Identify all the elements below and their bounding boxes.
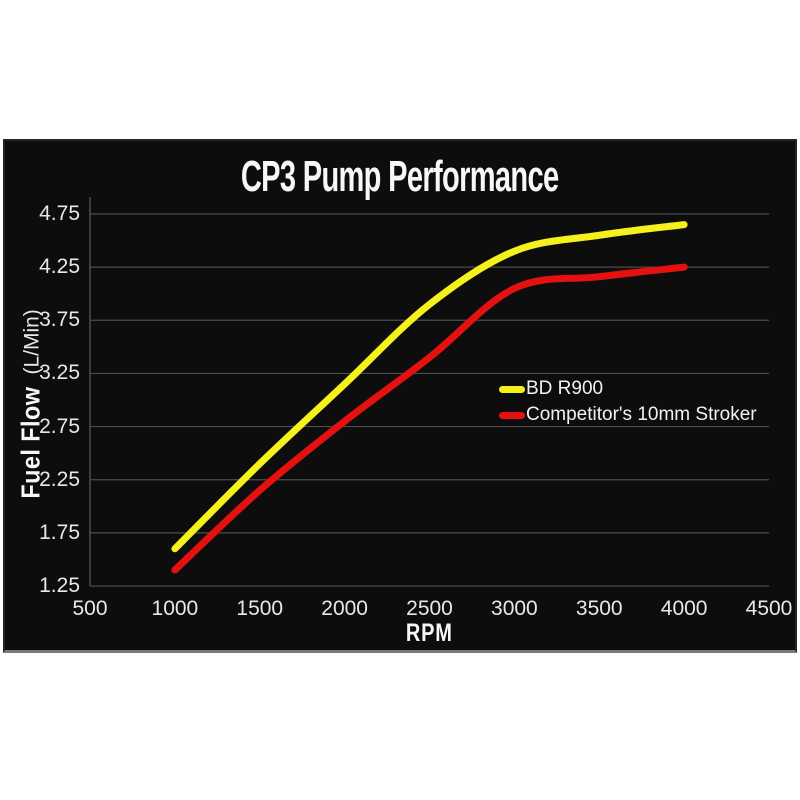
x-tick-label: 1500 [236,597,284,620]
y-tick-label: 1.75 [39,520,80,544]
y-tick-label: 2.75 [39,414,80,438]
y-tick-label: 3.25 [39,361,80,385]
x-tick-label: 4000 [660,597,708,620]
y-tick-label: 2.25 [39,467,80,491]
legend-label: Competitor's 10mm Stroker [526,404,757,425]
y-tick-label: 4.25 [39,255,80,279]
legend-item: BD R900 [499,376,757,402]
legend: BD R900 Competitor's 10mm Stroker [499,376,757,428]
x-axis-title: RPM [379,619,479,648]
chart-panel: CP3 Pump Performance 4.75 4.25 3.75 3.25 2.7… [3,139,797,653]
legend-label: BD R900 [526,378,604,399]
x-tick-label: 500 [72,597,108,620]
legend-item: Competitor's 10mm Stroker [499,402,757,428]
y-tick-label: 1.25 [39,574,80,597]
x-tick-label: 4500 [745,597,793,620]
y-axis-title: Fuel Flow (L/Min) [16,309,47,505]
x-tick-label: 3000 [491,597,538,620]
x-tick-label: 3500 [575,597,623,620]
y-axis-title-units: (L/Min) [20,309,44,375]
legend-swatch [499,411,525,419]
legend-swatch [499,385,525,393]
x-tick-label: 1000 [151,597,199,620]
x-axis-title-text: RPM [405,619,453,647]
plot-area [89,197,769,587]
series-line [171,221,688,553]
chart-title: CP3 Pump Performance [5,155,795,199]
x-tick-label: 2500 [406,597,453,620]
y-tick-label: 4.75 [39,202,80,225]
x-tick-label: 2000 [321,597,368,620]
y-tick-label: 3.75 [39,308,80,332]
chart-title-text: CP3 Pump Performance [241,152,559,201]
series-line [171,263,688,574]
y-axis-title-main: Fuel Flow [15,386,46,499]
